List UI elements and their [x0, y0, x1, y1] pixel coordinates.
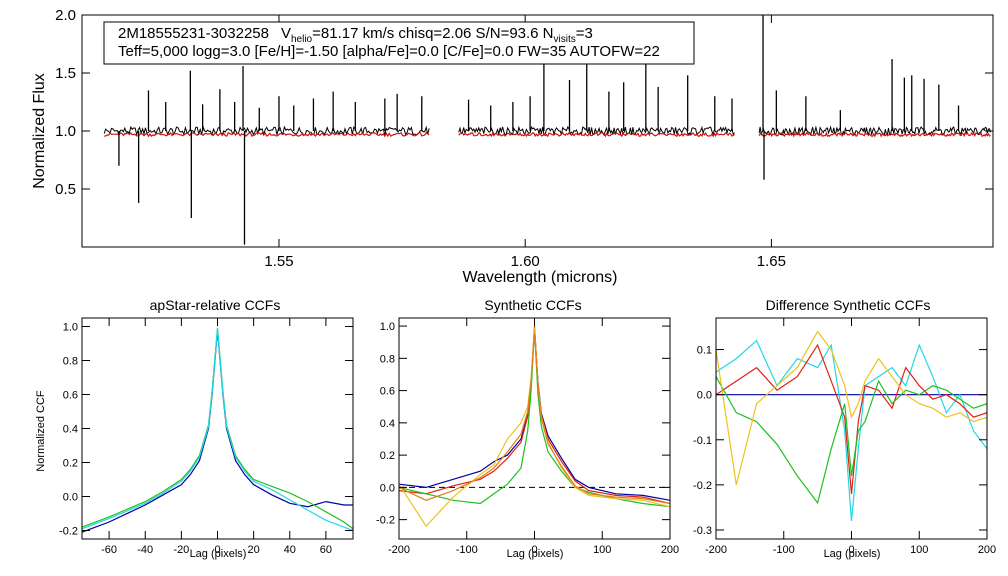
x-tick-label: 1.60 — [511, 253, 540, 270]
y-tick-label: 2.0 — [55, 7, 76, 24]
x-tick-label: -20 — [173, 544, 189, 556]
y-tick-label: 0.0 — [380, 482, 395, 494]
synthetic-ccf-plot-area — [399, 326, 670, 528]
x-tick-label: -100 — [773, 544, 795, 556]
info-line-2: Teff=5,000 logg=3.0 [Fe/H]=-1.50 [alpha/… — [118, 43, 660, 60]
y-tick-label: 1.0 — [55, 123, 76, 140]
ccf-series-synth-b — [399, 326, 670, 505]
y-tick-label: 0.2 — [63, 458, 78, 470]
x-tick-label: 0 — [214, 544, 220, 556]
apstar-ccf-xlabel: Lag (pixels) — [190, 548, 247, 560]
spectrum-plot-area — [103, 15, 991, 245]
y-tick-label: -0.2 — [693, 480, 712, 492]
ccf-series-diff-d — [716, 376, 987, 505]
difference-ccf-xlabel: Lag (pixels) — [824, 548, 881, 560]
apstar-ccf-plot-area — [82, 328, 353, 533]
difference-ccf-ticks: -200 -100 0 100 200 -0.3 -0.2 -0.1 0.0 0.1 — [693, 318, 996, 556]
spectrum-xlabel: Wavelength (microns) — [462, 269, 617, 286]
ccf-series-visit-a — [82, 329, 353, 533]
x-tick-label: 0 — [531, 544, 537, 556]
x-tick-label: -60 — [101, 544, 117, 556]
x-tick-label: 60 — [320, 544, 332, 556]
ccf-series-synth-d — [399, 327, 670, 528]
x-tick-label: 20 — [248, 544, 260, 556]
nvisits-value: =3 — [576, 25, 593, 42]
y-tick-label: -0.2 — [59, 526, 78, 538]
x-tick-label: 0 — [848, 544, 854, 556]
x-tick-label: -200 — [388, 544, 410, 556]
x-tick-label: 40 — [284, 544, 296, 556]
ccf-series-diff-c — [716, 343, 987, 494]
y-tick-label: 0.1 — [697, 345, 712, 357]
apstar-ccf-title: apStar-relative CCFs — [150, 297, 281, 313]
y-tick-label: 0.6 — [380, 386, 395, 398]
x-tick-label: 100 — [910, 544, 928, 556]
ccf-series-synth-e — [399, 330, 670, 505]
synthetic-ccf-title: Synthetic CCFs — [484, 297, 581, 313]
difference-ccf-plot-area — [716, 330, 987, 522]
ccf-series-visit-b — [82, 328, 353, 530]
synthetic-ccf-axes-frame — [398, 317, 671, 540]
ccf-series-diff-e — [716, 330, 987, 486]
y-tick-label: 0.0 — [63, 492, 78, 504]
spectrum-ticks: 1.55 1.60 1.65 0.5 1.0 1.5 2.0 — [55, 7, 993, 270]
ccf-series-visit-c — [82, 328, 353, 532]
y-tick-label: -0.1 — [693, 435, 712, 447]
apstar-ccf-ylabel: Normalized CCF — [35, 390, 47, 472]
velocity-subscript: helio — [291, 34, 313, 45]
y-tick-label: 0.0 — [697, 390, 712, 402]
x-tick-label: 200 — [978, 544, 996, 556]
y-tick-label: 0.2 — [380, 450, 395, 462]
y-tick-label: 0.8 — [63, 356, 78, 368]
apstar-ccf-panel: apStar-relative CCFs -60 -40 -20 0 20 40 60 -0.… — [35, 297, 354, 560]
synthetic-ccf-xlabel: Lag (pixels) — [507, 548, 564, 560]
spectrum-ylabel: Normalized Flux — [31, 73, 48, 189]
x-tick-label: 100 — [593, 544, 611, 556]
x-tick-label: -200 — [705, 544, 727, 556]
x-tick-label: 1.65 — [757, 253, 786, 270]
y-tick-label: 0.8 — [380, 353, 395, 365]
info-line-1: 2M18555231-3032258 Vhelio=81.17 km/s chis… — [118, 25, 593, 45]
ccf-series-diff-b — [716, 339, 987, 522]
spectrum-panel: 1.55 1.60 1.65 0.5 1.0 1.5 2.0 2M18555231-3032… — [31, 7, 994, 286]
y-tick-label: -0.3 — [693, 525, 712, 537]
y-tick-label: -0.2 — [376, 515, 395, 527]
spectrum-series-model — [104, 131, 991, 138]
difference-ccf-title: Difference Synthetic CCFs — [766, 297, 931, 313]
synthetic-ccf-ticks: -200 -100 0 100 200 -0.2 0.0 0.2 0.4 0.6 0.8 1.0 — [376, 318, 679, 556]
ccf-series-synth-a — [399, 327, 670, 501]
y-tick-label: 0.6 — [63, 390, 78, 402]
ccf-series-synth-c — [399, 329, 670, 508]
info-line-1-values: =81.17 km/s chisq=2.06 S/N=93.6 N — [312, 25, 553, 42]
x-tick-label: -100 — [456, 544, 478, 556]
nvisits-subscript: visits — [554, 34, 576, 45]
difference-ccf-panel: Difference Synthetic CCFs -200 -100 0 100 20… — [693, 297, 996, 560]
y-tick-label: 0.5 — [55, 181, 76, 198]
x-tick-label: -40 — [137, 544, 153, 556]
x-tick-label: 200 — [661, 544, 679, 556]
synthetic-ccf-panel: Synthetic CCFs -200 -100 0 100 200 -0.2 0.0 0.2… — [376, 297, 679, 560]
info-box — [103, 21, 695, 65]
x-tick-label: 1.55 — [264, 253, 293, 270]
y-tick-label: 1.0 — [380, 321, 395, 333]
y-tick-label: 1.0 — [63, 322, 78, 334]
y-tick-label: 0.4 — [380, 418, 395, 430]
star-id: 2M18555231-3032258 — [118, 25, 269, 42]
y-tick-label: 0.4 — [63, 424, 78, 436]
difference-ccf-axes-frame — [715, 317, 988, 540]
apstar-ccf-ticks: -60 -40 -20 0 20 40 60 -0.2 0.0 0.2 0.4 0.6 0.8 1.0 — [59, 318, 353, 556]
y-tick-label: 1.5 — [55, 65, 76, 82]
velocity-label: V — [281, 25, 291, 42]
